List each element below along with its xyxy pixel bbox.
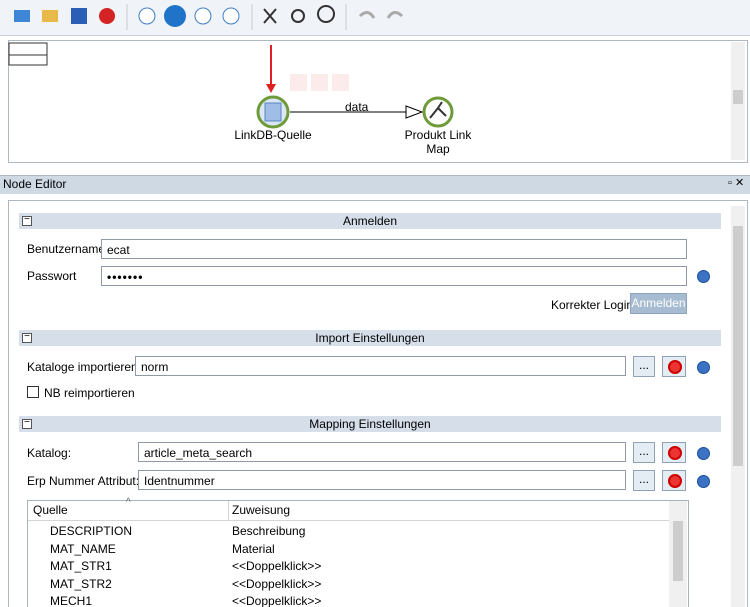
info-icon[interactable] xyxy=(697,475,710,488)
field-label: Kataloge importieren: xyxy=(27,360,142,374)
text-input[interactable]: Identnummer xyxy=(138,470,626,490)
run-icon[interactable] xyxy=(138,7,156,25)
minimap xyxy=(8,42,48,66)
table-cell[interactable]: <<Doppelklick>> xyxy=(232,559,322,573)
login-button[interactable]: Anmelden xyxy=(630,293,687,314)
delete-button[interactable] xyxy=(662,470,686,491)
table-cell[interactable]: MAT_STR1 xyxy=(50,559,112,573)
layout-icon[interactable] xyxy=(263,8,277,24)
text-input[interactable]: norm xyxy=(135,356,626,376)
field-label: Benutzername xyxy=(27,242,106,256)
column-header[interactable]: Zuweisung xyxy=(232,503,291,517)
halt-icon[interactable] xyxy=(222,7,240,25)
table-cell[interactable]: MAT_NAME xyxy=(50,541,116,556)
checkbox[interactable] xyxy=(27,386,39,398)
mapping-table: ^ Quelle Zuweisung DESCRIPTION Beschreibung… xyxy=(27,497,689,607)
node-label[interactable]: Produkt Link Map xyxy=(404,128,472,156)
table-cell[interactable]: MAT_STR2 xyxy=(50,576,112,591)
table-cell[interactable]: Beschreibung xyxy=(232,524,306,538)
section-header[interactable]: − Mapping Einstellungen xyxy=(19,416,721,432)
zoom-icon[interactable] xyxy=(317,5,335,23)
section-title: Import Einstellungen xyxy=(315,331,425,345)
edge-label: data xyxy=(345,100,369,114)
node-label[interactable]: LinkDB-Quelle xyxy=(234,128,312,142)
node-icon[interactable] xyxy=(422,96,454,128)
redo-icon[interactable] xyxy=(386,11,404,19)
info-icon[interactable] xyxy=(697,361,710,374)
table-cell[interactable]: DESCRIPTION xyxy=(50,524,133,538)
graph-canvas xyxy=(8,40,748,163)
browse-button[interactable]: ... xyxy=(633,470,655,491)
table-cell[interactable]: <<Doppelklick>> xyxy=(232,594,322,607)
browse-button[interactable]: ... xyxy=(633,356,655,377)
table-cell[interactable]: <<Doppelklick>> xyxy=(232,576,322,591)
undo-icon[interactable] xyxy=(358,11,376,19)
section-title: Mapping Einstellungen xyxy=(309,417,431,431)
cloud-icon[interactable] xyxy=(164,5,186,27)
checkbox-label: NB reimportieren xyxy=(44,386,135,400)
refresh-icon[interactable] xyxy=(291,9,305,23)
pause-icon[interactable] xyxy=(194,7,212,25)
section-title: Anmelden xyxy=(342,214,398,228)
section-header[interactable]: − Anmelden xyxy=(19,213,721,229)
open-icon[interactable] xyxy=(42,10,58,22)
scrollbar xyxy=(731,206,745,607)
info-icon[interactable] xyxy=(697,447,710,460)
table-cell[interactable]: Material xyxy=(232,541,275,556)
password-input[interactable]: ••••••• xyxy=(101,266,687,286)
field-label: Passwort xyxy=(27,269,77,283)
table-cell[interactable]: MECH1 xyxy=(50,594,93,607)
status-label: Korrekter Login xyxy=(551,298,634,312)
new-icon[interactable] xyxy=(14,10,30,22)
delete-button[interactable] xyxy=(662,442,686,463)
toolbar xyxy=(0,0,750,36)
column-header[interactable]: Quelle xyxy=(33,503,68,517)
panel-titlebar xyxy=(0,175,750,194)
graph xyxy=(8,42,745,160)
panel-title: Node Editor xyxy=(3,177,67,191)
delete-button[interactable] xyxy=(662,356,686,377)
stop-icon[interactable] xyxy=(99,8,115,24)
save-icon[interactable] xyxy=(71,8,87,24)
browse-button[interactable]: ... xyxy=(633,442,655,463)
field-label: Katalog: xyxy=(27,446,72,460)
panel-controls[interactable]: ▫ ✕ xyxy=(728,177,745,189)
section-header[interactable]: − Import Einstellungen xyxy=(19,330,721,346)
table-header xyxy=(28,501,669,521)
text-input[interactable]: ecat xyxy=(101,239,687,259)
field-label: Erp Nummer Attribut: xyxy=(27,474,140,488)
toolbar-icons xyxy=(14,4,404,30)
sort-indicator: ^ xyxy=(126,497,131,508)
info-icon[interactable] xyxy=(697,270,710,283)
node-toolbar xyxy=(290,74,349,91)
text-input[interactable]: article_meta_search xyxy=(138,442,626,462)
scrollbar xyxy=(669,501,687,607)
